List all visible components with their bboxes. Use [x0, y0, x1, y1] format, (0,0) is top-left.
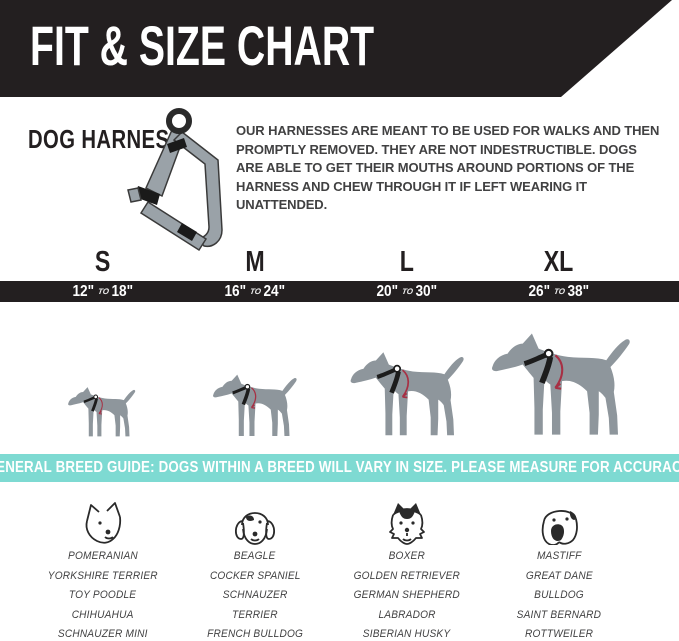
- product-name: DOG HARNESS: [28, 124, 184, 154]
- breed-item: SAINT BERNARD: [516, 608, 602, 621]
- size-range-l: 20" TO 30": [376, 282, 438, 300]
- breed-item: CHIHUAHUA: [72, 608, 134, 621]
- description-line: ARE ABLE TO GET THEIR MOUTHS AROUND PORT…: [236, 160, 635, 176]
- boxer-head-icon: [384, 501, 430, 545]
- breed-item: SCHNAUZER MINI: [58, 628, 148, 641]
- breed-list-l: BOXER GOLDEN RETRIEVER GERMAN SHEPHERD L…: [331, 547, 483, 641]
- breed-list-xl: MASTIFF GREAT DANE BULLDOG SAINT BERNARD…: [483, 547, 635, 641]
- breed-item: TERRIER: [232, 608, 278, 621]
- breed-item: FRENCH BULLDOG: [207, 628, 303, 641]
- harness-illustration-icon: [127, 108, 223, 252]
- breed-item: GOLDEN RETRIEVER: [353, 569, 461, 582]
- range-to-label: TO: [96, 287, 110, 296]
- dog-silhouette-xl-icon: [484, 321, 635, 438]
- breed-item: SCHNAUZER: [222, 589, 288, 602]
- description-line: PROMPTLY REMOVED. THEY ARE NOT INDESTRUC…: [236, 141, 637, 157]
- size-label-s: S: [95, 245, 111, 278]
- range-to-label: TO: [248, 287, 262, 296]
- breed-item: GREAT DANE: [525, 569, 593, 582]
- mastiff-head-icon: [536, 501, 582, 545]
- breed-item: YORKSHIRE TERRIER: [48, 569, 158, 582]
- size-range-m: 16" TO 24": [224, 282, 286, 300]
- product-description: OUR HARNESSES ARE MEANT TO BE USED FOR W…: [236, 122, 662, 215]
- breed-item: POMERANIAN: [68, 550, 138, 562]
- breed-list-m: BEAGLE COCKER SPANIEL SCHNAUZER TERRIER …: [179, 547, 331, 641]
- dog-silhouette-l-icon: [344, 342, 468, 438]
- description-line: HARNESS AND CHEW THROUGH IT IF LEFT WEAR…: [236, 178, 587, 194]
- breed-item: SIBERIAN HUSKY: [363, 628, 451, 641]
- size-range-xl: 26" TO 38": [528, 282, 590, 300]
- size-label-xl: XL: [544, 245, 574, 278]
- breed-item: MASTIFF: [536, 550, 582, 562]
- range-to-label: TO: [400, 287, 414, 296]
- breed-guide-banner-text: GENERAL BREED GUIDE: DOGS WITHIN A BREED…: [0, 459, 679, 476]
- size-label-l: L: [399, 245, 415, 278]
- breed-item: TOY POODLE: [69, 589, 137, 602]
- pomeranian-head-icon: [80, 501, 126, 545]
- breed-item: GERMAN SHEPHERD: [353, 589, 461, 602]
- description-line: UNATTENDED.: [236, 197, 328, 213]
- header-banner: FIT & SIZE CHART: [0, 0, 672, 97]
- page-title: FIT & SIZE CHART: [30, 14, 375, 77]
- breed-list-s: POMERANIAN YORKSHIRE TERRIER TOY POODLE …: [27, 547, 179, 641]
- breed-item: BULLDOG: [534, 589, 584, 602]
- size-range-bar: [0, 281, 679, 302]
- breed-guide-banner: GENERAL BREED GUIDE: DOGS WITHIN A BREED…: [0, 454, 679, 482]
- beagle-head-icon: [232, 501, 278, 545]
- breed-item: ROTTWEILER: [524, 628, 594, 641]
- range-to-label: TO: [552, 287, 566, 296]
- breed-item: BOXER: [388, 550, 426, 562]
- breed-item: BEAGLE: [234, 550, 276, 562]
- dog-silhouette-s-icon: [64, 381, 138, 438]
- dog-silhouette-m-icon: [208, 367, 300, 438]
- breed-item: COCKER SPANIEL: [209, 569, 301, 582]
- description-line: OUR HARNESSES ARE MEANT TO BE USED FOR W…: [236, 123, 660, 138]
- size-label-m: M: [245, 245, 265, 278]
- size-range-s: 12" TO 18": [72, 282, 134, 300]
- breed-item: LABRADOR: [378, 608, 436, 621]
